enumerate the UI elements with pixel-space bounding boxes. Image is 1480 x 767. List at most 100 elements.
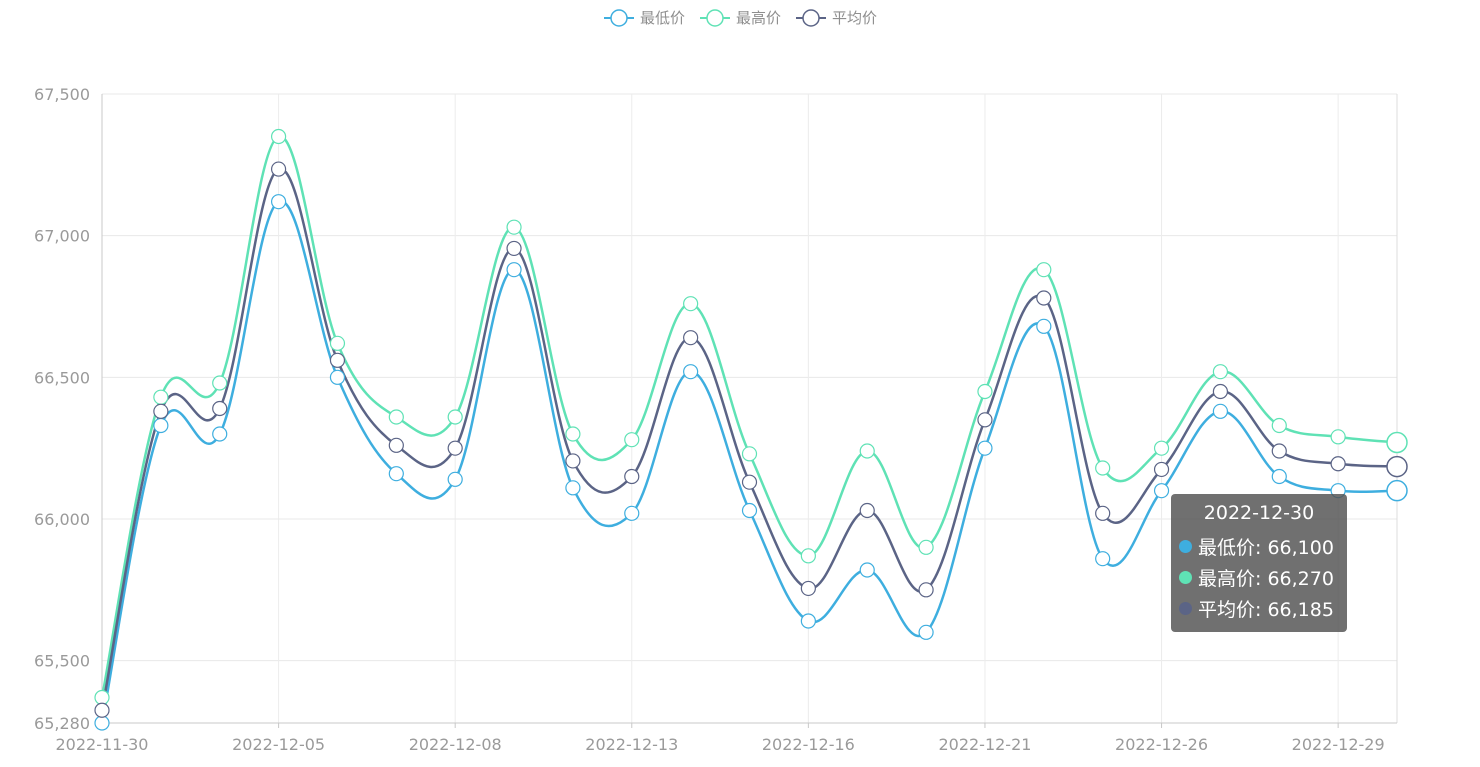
series-dot-icon — [1179, 602, 1192, 615]
data-point[interactable] — [1386, 431, 1408, 454]
data-point[interactable] — [741, 446, 758, 462]
legend-item[interactable]: 平均价 — [795, 7, 877, 28]
data-point[interactable] — [1386, 455, 1408, 478]
data-point[interactable] — [1095, 551, 1111, 567]
data-point[interactable] — [800, 613, 816, 629]
data-point[interactable] — [447, 440, 463, 456]
data-point[interactable] — [977, 383, 993, 400]
x-tick-label: 2022-12-26 — [1115, 735, 1208, 754]
data-point[interactable] — [212, 426, 228, 442]
data-point[interactable] — [447, 409, 463, 425]
data-point[interactable] — [1036, 318, 1052, 334]
data-point[interactable] — [1153, 440, 1170, 456]
y-tick-label: 65,500 — [34, 652, 90, 671]
data-point[interactable] — [565, 426, 581, 442]
x-tick-label: 2022-12-08 — [409, 735, 502, 754]
data-point[interactable] — [506, 219, 522, 235]
data-point[interactable] — [859, 443, 875, 459]
data-point[interactable] — [1386, 479, 1408, 502]
x-tick-label: 2022-12-29 — [1292, 735, 1385, 754]
data-point[interactable] — [683, 364, 699, 380]
legend-line-circle-icon — [796, 8, 826, 27]
data-point[interactable] — [918, 539, 934, 555]
x-tick-label: 2022-12-21 — [938, 735, 1031, 754]
data-point[interactable] — [1271, 417, 1287, 434]
data-point[interactable] — [1330, 456, 1346, 472]
series-points — [94, 128, 1408, 731]
legend-label: 最高价 — [735, 9, 781, 27]
data-point[interactable] — [624, 432, 640, 448]
data-point[interactable] — [1212, 403, 1229, 419]
data-point[interactable] — [1212, 364, 1229, 380]
data-point[interactable] — [624, 468, 640, 485]
data-point[interactable] — [388, 466, 404, 482]
data-point[interactable] — [94, 715, 110, 731]
data-point[interactable] — [624, 505, 640, 521]
data-point[interactable] — [741, 474, 758, 490]
data-point[interactable] — [1153, 483, 1170, 499]
data-point[interactable] — [683, 296, 699, 312]
data-point[interactable] — [329, 369, 346, 385]
data-point[interactable] — [683, 330, 699, 346]
legend-label: 平均价 — [832, 9, 878, 27]
y-tick-label: 67,000 — [34, 227, 90, 246]
data-point[interactable] — [153, 417, 169, 434]
y-tick-label: 66,500 — [34, 368, 90, 387]
legend-line-circle-icon — [699, 8, 730, 27]
data-point[interactable] — [918, 582, 934, 598]
legend-item[interactable]: 最高价 — [699, 7, 781, 28]
data-point[interactable] — [94, 689, 110, 706]
data-point[interactable] — [94, 702, 110, 718]
data-point[interactable] — [1271, 443, 1287, 459]
y-tick-label: 65,280 — [34, 714, 90, 733]
data-point[interactable] — [859, 502, 875, 519]
tooltip: 2022-12-30 最低价: 66,100 最高价: 66,270 平均价: 66… — [1171, 494, 1347, 632]
legend-label: 最低价 — [639, 9, 685, 27]
data-point[interactable] — [800, 548, 816, 564]
axes: 67,500 67,000 66,500 66,000 65,500 65,280 2022… — [34, 85, 1397, 754]
data-point[interactable] — [1095, 460, 1111, 476]
tooltip-row: 平均价: 66,185 — [1179, 593, 1347, 624]
data-point[interactable] — [800, 580, 816, 597]
data-point[interactable] — [977, 440, 993, 456]
data-point[interactable] — [153, 403, 169, 419]
data-point[interactable] — [153, 389, 169, 405]
data-point[interactable] — [388, 409, 404, 425]
data-point[interactable] — [270, 161, 287, 177]
data-point[interactable] — [1212, 383, 1229, 400]
data-point[interactable] — [918, 624, 934, 640]
data-point[interactable] — [329, 335, 346, 351]
data-point[interactable] — [977, 412, 993, 428]
data-point[interactable] — [565, 453, 581, 469]
data-point[interactable] — [859, 562, 875, 578]
series-dot-icon — [1179, 571, 1192, 584]
data-point[interactable] — [388, 437, 404, 453]
data-point[interactable] — [447, 471, 463, 487]
data-point[interactable] — [1271, 468, 1287, 485]
data-point[interactable] — [565, 480, 581, 496]
chart-legend: 最低价 最高价 平均价 — [0, 7, 1480, 28]
data-point[interactable] — [1036, 262, 1052, 278]
x-tick-label: 2022-12-13 — [585, 735, 678, 754]
legend-item[interactable]: 最低价 — [603, 7, 685, 28]
y-tick-label: 67,500 — [34, 85, 90, 104]
data-point[interactable] — [270, 128, 287, 145]
tooltip-rows: 最低价: 66,100 最高价: 66,270 平均价: 66,185 — [1179, 531, 1347, 624]
data-point[interactable] — [1153, 461, 1170, 478]
data-point[interactable] — [1036, 290, 1052, 306]
x-tick-label: 2022-12-05 — [232, 735, 325, 754]
y-tick-label: 66,000 — [34, 510, 90, 529]
data-point[interactable] — [329, 352, 346, 368]
data-point[interactable] — [270, 194, 287, 210]
data-point[interactable] — [1095, 505, 1111, 521]
tooltip-row: 最低价: 66,100 — [1179, 531, 1347, 562]
tooltip-title: 2022-12-30 — [1203, 502, 1315, 524]
data-point[interactable] — [506, 240, 522, 257]
data-point[interactable] — [506, 262, 522, 278]
tooltip-row-label: 最低价: 66,100 — [1198, 537, 1334, 559]
data-point[interactable] — [1330, 429, 1346, 445]
data-point[interactable] — [212, 375, 228, 391]
tooltip-row: 最高价: 66,270 — [1179, 562, 1347, 593]
data-point[interactable] — [212, 400, 228, 417]
data-point[interactable] — [741, 502, 758, 519]
